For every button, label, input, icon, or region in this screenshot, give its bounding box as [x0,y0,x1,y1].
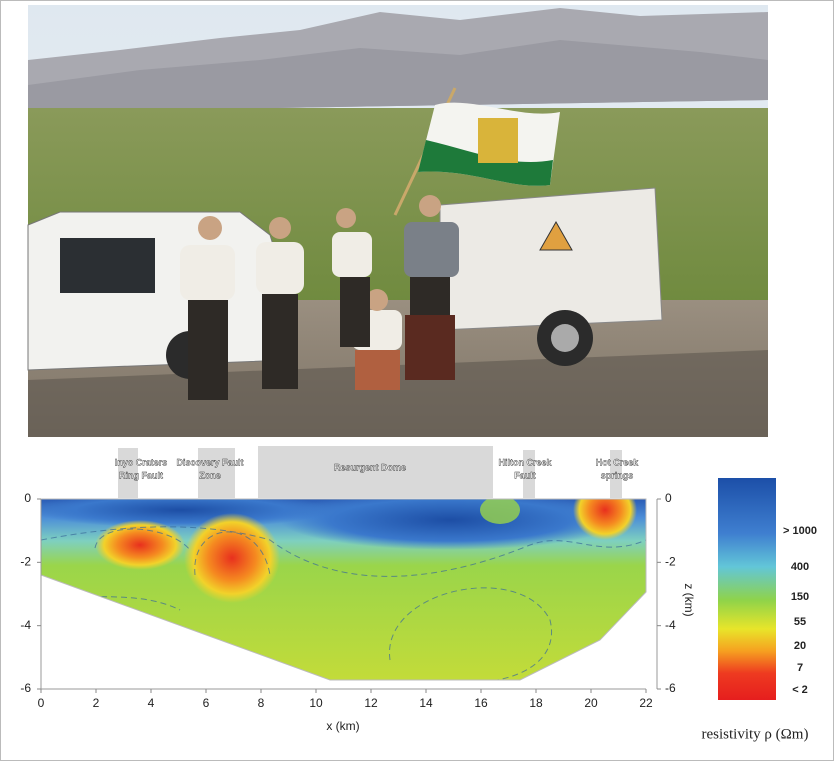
x-axis-label: x (km) [326,719,359,733]
annotation: Inyo Craters [115,457,168,467]
colorbar-title: resistivity ρ (Ωm) [702,726,809,742]
annotation: Fault [514,470,536,480]
x-tick-label: 2 [93,696,100,710]
annotation: Discovery Fault [176,457,243,467]
y2-tick-label: -6 [665,681,676,695]
figure: resistivity ρ (Ωm) x (km) z (km) 0 2 4 6 8 10… [0,0,834,761]
y2-axis-label: z (km) [682,583,696,616]
colorbar-label: 7 [797,662,803,674]
x-tick-label: 6 [203,696,210,710]
y2-tick-label: -2 [665,555,676,569]
y-tick-label: 0 [24,491,31,505]
y2-tick-label: -4 [665,618,676,632]
annotation: Resurgent Dome [334,462,406,472]
y-tick-label: -2 [20,555,31,569]
annotation: Ring Fault [119,470,163,480]
annotation: Zone [199,470,221,480]
colorbar-label: 55 [794,616,806,628]
colorbar-label: 400 [791,561,809,573]
x-tick-label: 18 [529,696,543,710]
colorbar-label: < 2 [792,684,808,696]
x-tick-label: 4 [148,696,155,710]
annotation: Hot Creek [596,457,640,467]
y2-tick-label: 0 [665,491,672,505]
y-tick-label: -4 [20,618,31,632]
annotation: springs [601,470,634,480]
x-tick-label: 16 [474,696,488,710]
x-tick-label: 8 [258,696,265,710]
x-tick-label: 14 [419,696,433,710]
x-tick-label: 20 [584,696,598,710]
x-tick-label: 22 [639,696,653,710]
photo [28,5,768,437]
y-tick-label: -6 [20,681,31,695]
x-tick-label: 0 [38,696,45,710]
colorbar-label: 150 [791,591,809,603]
colorbar [718,478,776,700]
x-tick-label: 12 [364,696,378,710]
annotation: Hilton Creek [498,457,552,467]
colorbar-label: > 1000 [783,525,817,537]
x-tick-label: 10 [309,696,323,710]
colorbar-label: 20 [794,640,806,652]
